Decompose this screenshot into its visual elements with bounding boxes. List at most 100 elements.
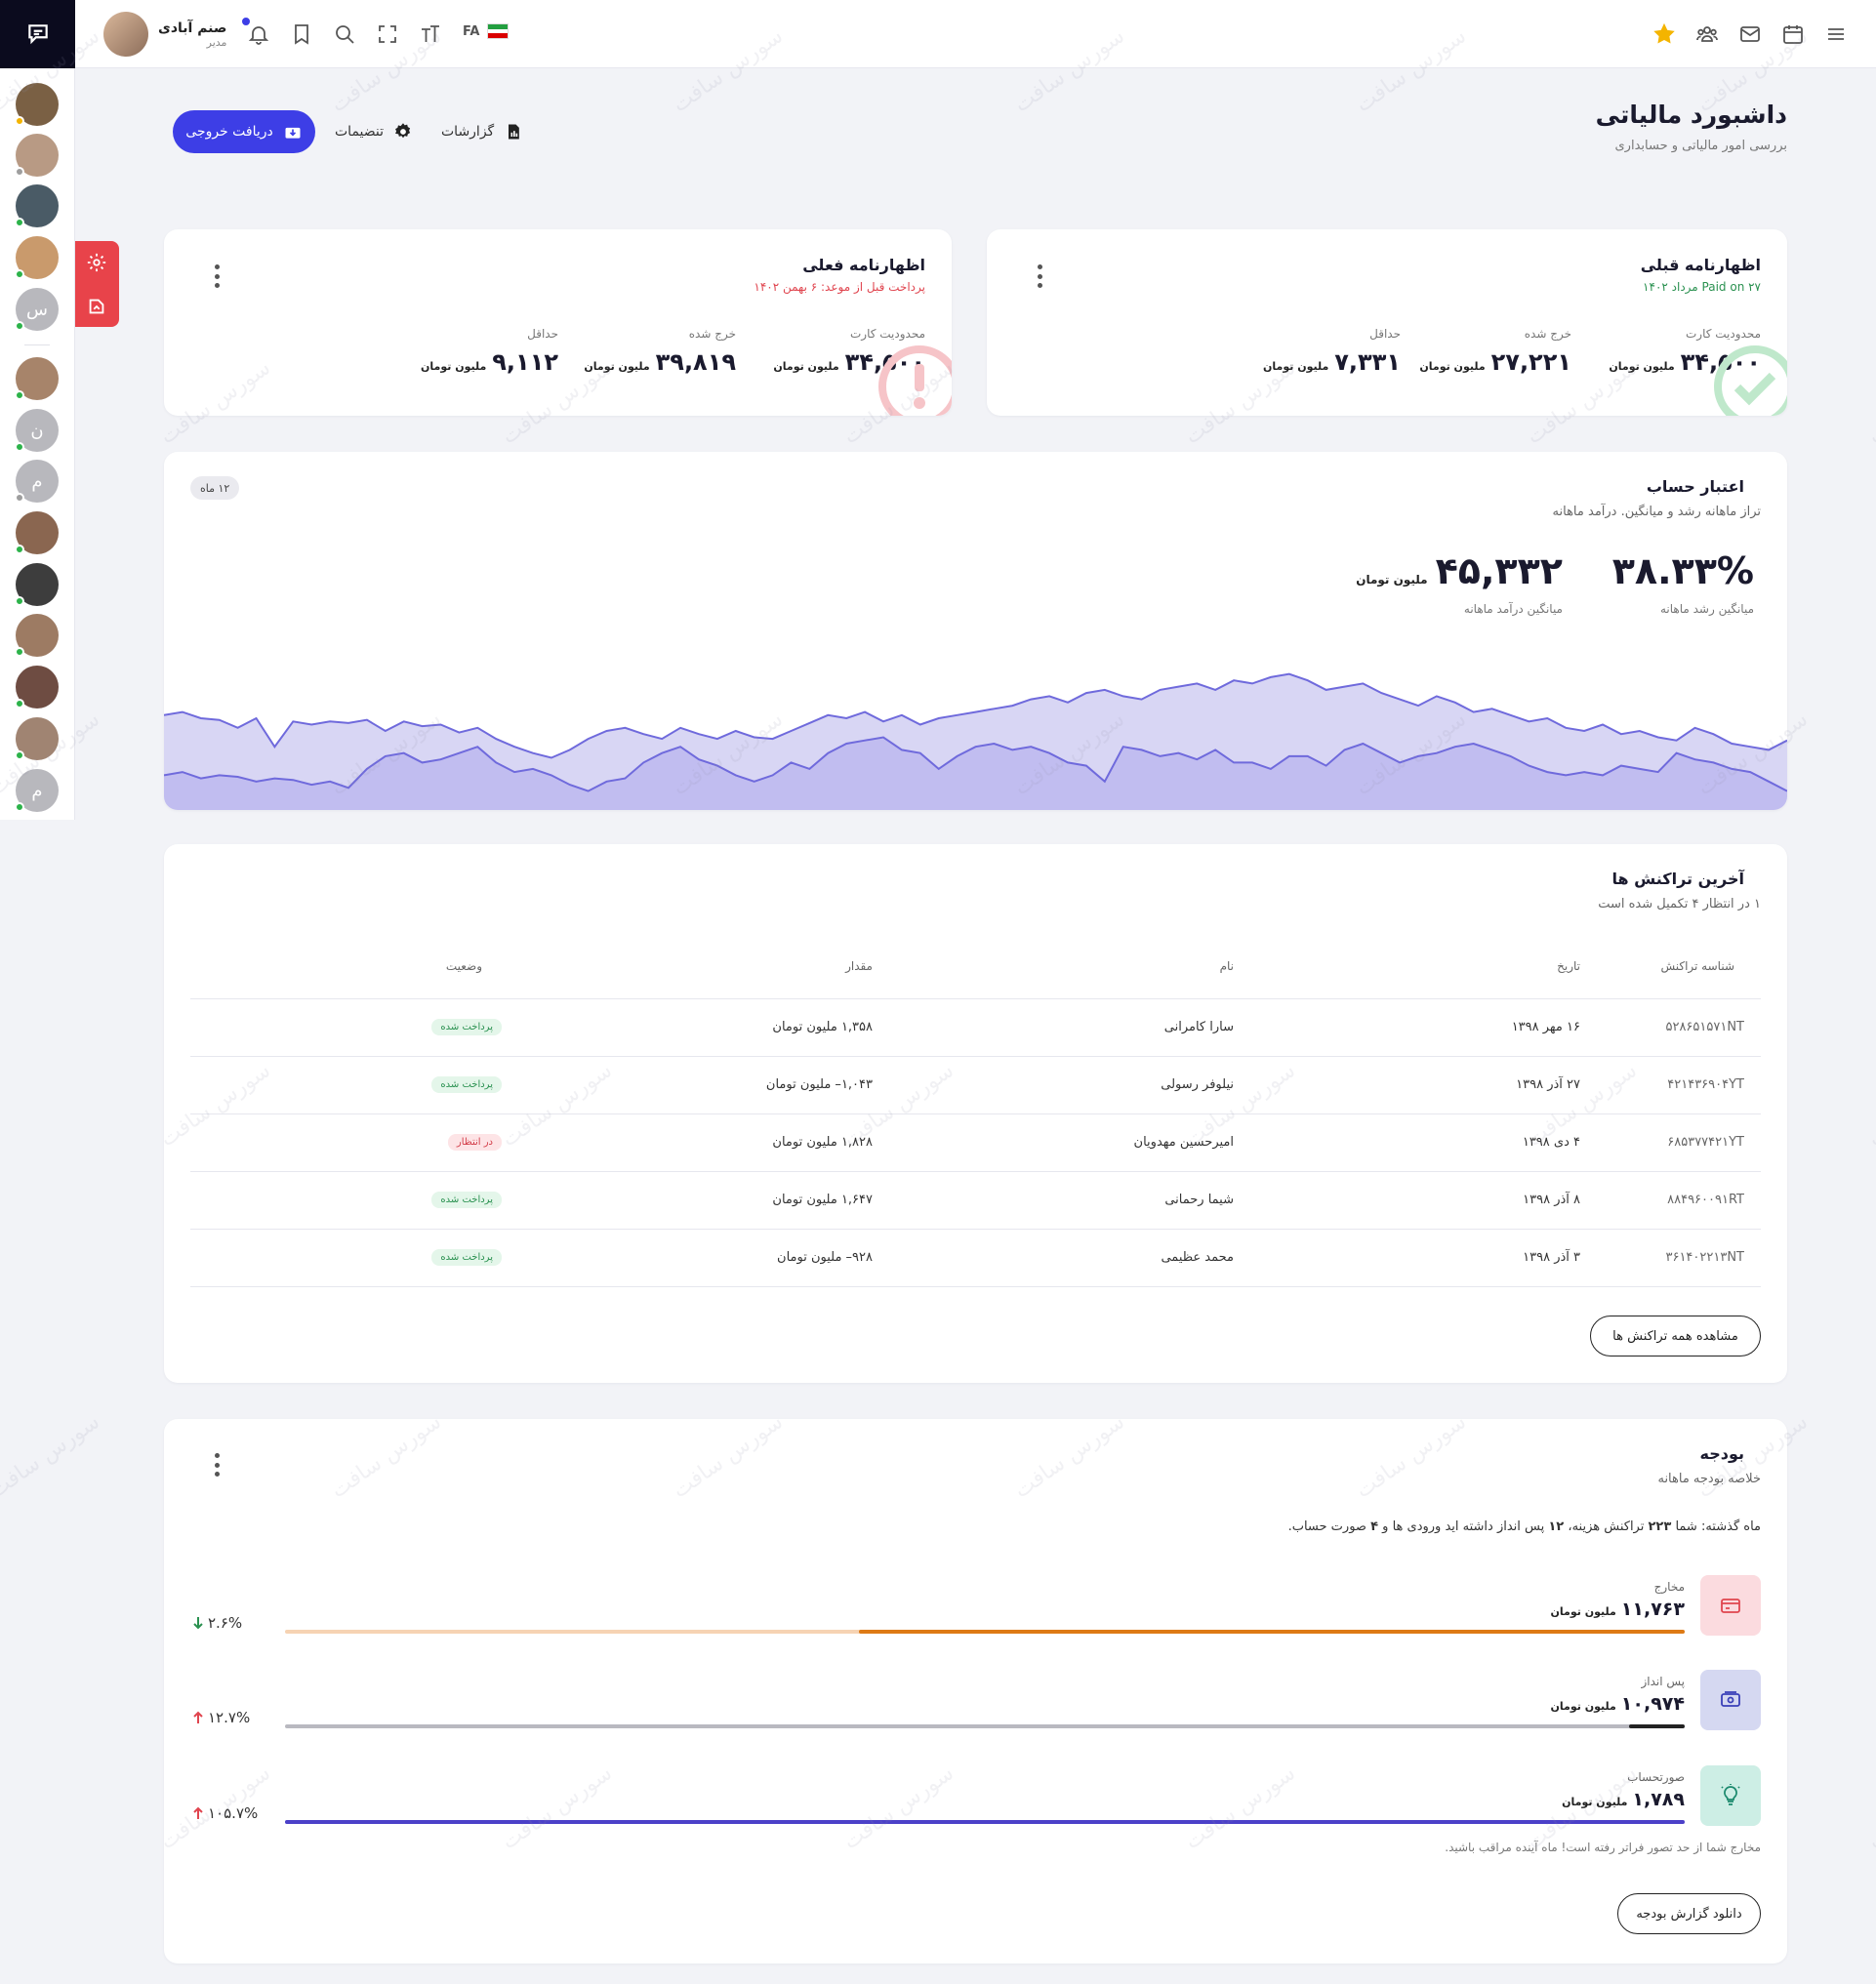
contact-avatar[interactable]: س [15,288,59,331]
download-icon [285,127,301,139]
stat-unit: ملیون تومان [1419,360,1486,373]
fullscreen-icon [379,25,396,43]
table-row[interactable]: ۶۸۵۳۷۷۴۲۱YT ۴ دی ۱۳۹۸ امیرحسین مهدویان ۱,۸۲… [190,1113,1761,1172]
contact-avatar[interactable]: ن [15,409,59,452]
fullscreen-button[interactable] [371,18,404,51]
cell-amount: ۱,۳۵۸ ملیون تومان [580,998,951,1057]
notifications-button[interactable] [242,18,275,51]
stat-unit: ملیون تومان [773,360,839,373]
brush-icon[interactable] [86,296,107,317]
language-selector[interactable]: FA [463,23,510,39]
contact-avatar[interactable] [15,614,59,657]
table-header-row: شناسه تراکنش تاریخ نام مقدار وضعیت [190,934,1761,999]
stat-spent: خرج شده ۳۹,۸۱۹ ملیون تومان [584,327,736,376]
search-button[interactable] [328,18,361,51]
report-icon [509,124,520,140]
budget-item-value: ۱۱,۷۶۳ ملیون تومان [1551,1599,1685,1620]
table-row[interactable]: ۴۲۱۴۳۶۹۰۴YT ۲۷ آذر ۱۳۹۸ نیلوفر رسولی ۱,۰۴۳–… [190,1056,1761,1114]
stat-value: ۳۹,۸۱۹ [655,348,736,376]
growth-value: ۳۸.۳۳% [1611,549,1754,592]
mail-button[interactable] [1733,18,1767,51]
status-badge: پرداخت شده [431,1076,502,1093]
cell-amount: ۱,۸۲۸ ملیون تومان [580,1113,951,1172]
budget-item-value: ۱۰,۹۷۴ ملیون تومان [1551,1693,1685,1715]
settings-button[interactable]: تنضیمات [335,110,413,153]
table-row[interactable]: ۵۲۸۶۵۱۵۷۱NT ۱۶ مهر ۱۳۹۸ سارا کامرانی ۱,۳۵۸ … [190,998,1761,1057]
avg-growth-stat: ۳۸.۳۳% میانگین رشد ماهانه [1612,549,1754,616]
contact-avatar[interactable] [15,236,59,279]
budget-card: بودجه خلاصه بودجه ماهانه ماه گذشته: شما … [164,1419,1787,1964]
top-bar: صنم آبادی مدیر FA [0,0,1876,68]
contact-avatar[interactable] [15,563,59,606]
cell-id: ۵۲۸۶۵۱۵۷۱NT [1624,998,1761,1057]
cell-date: ۲۷ آذر ۱۳۹۸ [1302,1056,1624,1114]
cell-id: ۴۲۱۴۳۶۹۰۴YT [1624,1056,1761,1114]
card-title: اظهارنامه فعلی [802,256,925,274]
more-options-button[interactable] [213,264,221,288]
stat-label: خرج شده [688,327,736,341]
cell-status: پرداخت شده [190,1056,580,1114]
status-badge: در انتظار [447,1134,502,1151]
chat-sidebar: س ن م م [0,68,75,820]
user-avatar [103,12,148,57]
budget-progress-fill [1628,1724,1685,1728]
chart-area-series-2 [164,737,1787,810]
savings-icon [1700,1670,1761,1730]
contact-avatar[interactable]: م [15,769,59,812]
menu-icon [1828,28,1844,40]
contact-avatar[interactable] [15,83,59,126]
contact-avatar[interactable] [15,717,59,760]
favorites-button[interactable] [1648,18,1681,51]
star-icon [1653,22,1675,44]
text-size-button[interactable] [414,18,447,51]
gear-icon[interactable] [86,252,107,273]
calendar-icon [1783,25,1803,44]
budget-change: ۱۰۵.۷% [192,1804,258,1822]
users-button[interactable] [1691,18,1724,51]
status-dot [15,269,24,279]
chat-app-button[interactable] [0,0,75,68]
reports-button[interactable]: گزارشات [441,110,523,153]
summary-text: پس انداز داشته اید ورودی ها و [1382,1519,1545,1534]
download-budget-report-button[interactable]: دانلود گزارش بودجه [1617,1893,1761,1934]
card-subtitle: تراز ماهانه رشد و میانگین. درآمد ماهانه [1552,505,1761,519]
contact-avatar[interactable] [15,357,59,400]
summary-number: ۱۲ [1548,1519,1565,1534]
view-all-transactions-button[interactable]: مشاهده همه تراکنش ها [1590,1316,1761,1356]
cell-name: امیرحسین مهدویان [951,1113,1302,1172]
more-options-button[interactable] [1036,264,1043,288]
calendar-button[interactable] [1776,18,1810,51]
summary-text: ماه گذشته: شما [1675,1519,1761,1534]
language-code: FA [463,23,480,39]
menu-button[interactable] [1819,18,1853,51]
budget-change: ۲.۶% [192,1614,242,1632]
income-label: میانگین درآمد ماهانه [1463,602,1563,616]
chart-line-series-2 [164,736,1787,792]
export-button[interactable]: دریافت خروجی [173,110,315,153]
contact-avatar[interactable] [15,184,59,227]
user-profile[interactable]: صنم آبادی مدیر [103,12,226,57]
table-row[interactable]: ۸۸۴۹۶۰۰۹۱RT ۸ آذر ۱۳۹۸ شیما رحمانی ۱,۶۴۷ مل… [190,1171,1761,1230]
status-dot [15,116,24,126]
watermark-text: سورس سافت [1863,1059,1876,1153]
watermark-text: سورس سافت [0,1409,104,1504]
card-subtitle: خلاصه بودجه ماهانه [1657,1472,1761,1486]
card-title: آخرین تراکنش ها [1611,870,1744,888]
budget-item-label: صورتحساب [1627,1770,1685,1784]
bookmark-button[interactable] [285,18,318,51]
summary-text: صورت حساب. [1287,1519,1366,1534]
status-dot [15,493,24,503]
contact-avatar[interactable]: م [15,460,59,503]
contact-avatar[interactable] [15,666,59,709]
period-pill[interactable]: ۱۲ ماه [190,476,240,500]
stat-value: ۲۷,۲۲۱ [1490,348,1571,376]
col-header-name: نام [951,934,1302,999]
contact-avatar[interactable] [15,134,59,177]
more-options-button[interactable] [213,1453,221,1477]
contact-avatar[interactable] [15,511,59,554]
card-icon [1700,1575,1761,1636]
status-dot [15,321,24,331]
table-row[interactable]: ۳۶۱۴۰۲۲۱۳NT ۳ آذر ۱۳۹۸ محمد عظیمی ۹۲۸– ملیو… [190,1229,1761,1287]
budget-item-label: پس انداز [1641,1675,1685,1688]
budget-progress-fill [858,1630,1685,1634]
